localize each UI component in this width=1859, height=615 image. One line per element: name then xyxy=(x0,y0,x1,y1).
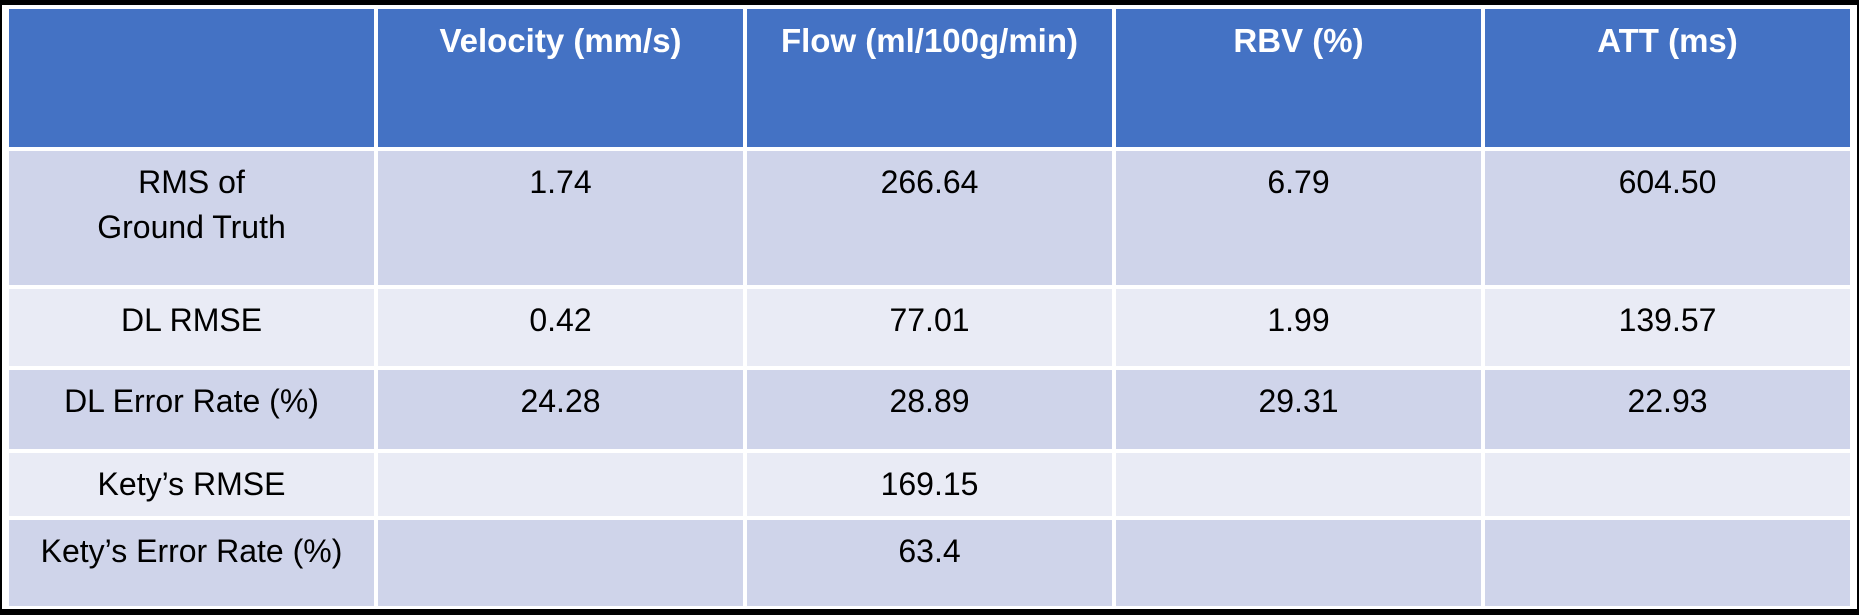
row-label: RMS of Ground Truth xyxy=(9,151,374,285)
row-label: DL Error Rate (%) xyxy=(9,370,374,449)
row-label: Kety’s Error Rate (%) xyxy=(9,520,374,606)
results-table: Velocity (mm/s) Flow (ml/100g/min) RBV (… xyxy=(5,5,1854,610)
table-row-ketys-error-rate: Kety’s Error Rate (%) 63.4 xyxy=(9,520,1850,606)
table-row-dl-rmse: DL RMSE 0.42 77.01 1.99 139.57 xyxy=(9,289,1850,366)
value-cell: 6.79 xyxy=(1116,151,1481,285)
value-cell xyxy=(1485,520,1850,606)
table-row-rms-ground-truth: RMS of Ground Truth 1.74 266.64 6.79 604… xyxy=(9,151,1850,285)
value-cell: 139.57 xyxy=(1485,289,1850,366)
value-cell: 604.50 xyxy=(1485,151,1850,285)
value-cell: 29.31 xyxy=(1116,370,1481,449)
value-cell: 77.01 xyxy=(747,289,1112,366)
value-cell xyxy=(1116,453,1481,516)
value-cell: 28.89 xyxy=(747,370,1112,449)
value-cell: 169.15 xyxy=(747,453,1112,516)
value-cell: 63.4 xyxy=(747,520,1112,606)
row-label: Kety’s RMSE xyxy=(9,453,374,516)
table-header-row: Velocity (mm/s) Flow (ml/100g/min) RBV (… xyxy=(9,9,1850,147)
header-cell-att: ATT (ms) xyxy=(1485,9,1850,147)
value-cell xyxy=(1116,520,1481,606)
header-cell-velocity: Velocity (mm/s) xyxy=(378,9,743,147)
header-cell-flow: Flow (ml/100g/min) xyxy=(747,9,1112,147)
value-cell xyxy=(1485,453,1850,516)
table-row-dl-error-rate: DL Error Rate (%) 24.28 28.89 29.31 22.9… xyxy=(9,370,1850,449)
value-cell: 0.42 xyxy=(378,289,743,366)
row-label: DL RMSE xyxy=(9,289,374,366)
value-cell xyxy=(378,520,743,606)
table-row-ketys-rmse: Kety’s RMSE 169.15 xyxy=(9,453,1850,516)
value-cell: 266.64 xyxy=(747,151,1112,285)
header-cell-empty xyxy=(9,9,374,147)
value-cell: 1.74 xyxy=(378,151,743,285)
value-cell: 1.99 xyxy=(1116,289,1481,366)
header-cell-rbv: RBV (%) xyxy=(1116,9,1481,147)
value-cell: 24.28 xyxy=(378,370,743,449)
value-cell xyxy=(378,453,743,516)
value-cell: 22.93 xyxy=(1485,370,1850,449)
